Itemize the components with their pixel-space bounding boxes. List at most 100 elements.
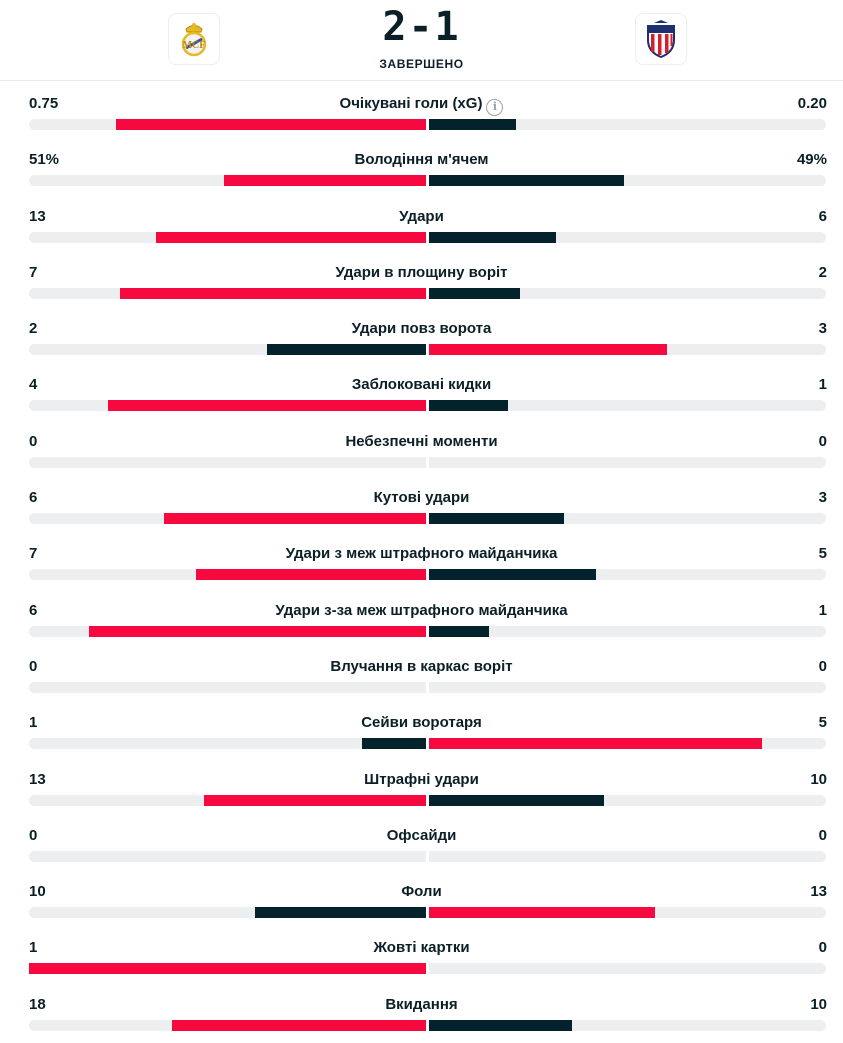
home-stat-track: [29, 456, 426, 468]
home-stat-value: 7: [29, 263, 38, 281]
away-stat-value: 1: [818, 376, 827, 394]
away-stat-track: [429, 175, 826, 187]
stat-label: Штрафні удари: [0, 771, 843, 788]
match-score: 2-1: [382, 4, 461, 50]
away-stat-track: [429, 794, 826, 806]
home-stat-value: 2: [29, 320, 38, 338]
away-stat-bar: [429, 625, 489, 637]
home-stat-bar: [116, 119, 426, 130]
stat-row: 0 Небезпечні моменти 0: [0, 424, 843, 480]
stat-label: Офсайди: [0, 827, 843, 844]
match-header: MCF 2-1 ЗАВЕРШЕНО: [0, 0, 843, 81]
away-stat-bar: [429, 344, 668, 356]
stat-label: Удари повз ворота: [0, 320, 843, 337]
away-stat-value: 3: [818, 489, 827, 507]
stat-label-text: Удари: [399, 207, 444, 225]
away-stat-track: [429, 963, 826, 975]
stat-row: 18 Вкидання 10: [0, 987, 843, 1043]
stat-label-text: Штрафні удари: [364, 770, 479, 788]
stat-label-text: Вкидання: [385, 995, 458, 1013]
away-stat-track: [429, 850, 826, 862]
away-stat-track: [429, 681, 826, 693]
home-stat-bar: [255, 907, 426, 919]
home-stat-bar: [108, 400, 426, 412]
away-stat-bar: [429, 287, 521, 299]
away-stat-track: [429, 513, 826, 525]
away-stat-track: [429, 456, 826, 468]
away-team-logo[interactable]: [635, 13, 687, 65]
home-stat-value: 1: [29, 939, 38, 957]
away-stat-bar: [429, 119, 517, 130]
home-stat-track: [29, 1019, 426, 1031]
away-stat-bar: [429, 175, 624, 187]
home-stat-track: [29, 231, 426, 243]
away-stat-bar: [429, 738, 763, 750]
home-stat-value: 10: [29, 883, 46, 901]
away-stat-value: 5: [818, 714, 827, 732]
home-stat-bar: [88, 625, 426, 637]
home-stat-bar: [29, 963, 426, 975]
away-stat-bar: [429, 907, 656, 919]
home-team-logo[interactable]: MCF: [168, 13, 220, 65]
away-stat-track: [429, 907, 826, 919]
home-stat-value: 13: [29, 207, 46, 225]
stat-label-text: Фоли: [401, 883, 442, 901]
home-stat-value: 0: [29, 432, 38, 450]
home-stat-track: [29, 569, 426, 581]
match-stats-list: 0.75 Очікувані голи (xG) i 0.20 51% Володіння…: [0, 86, 843, 1043]
stat-row: 10 Фоли 13: [0, 874, 843, 930]
home-stat-value: 6: [29, 489, 38, 507]
away-stat-value: 1: [818, 601, 827, 619]
home-stat-bar: [203, 794, 426, 806]
away-stat-bar: [429, 231, 557, 243]
home-stat-track: [29, 738, 426, 750]
home-stat-bar: [163, 513, 426, 525]
home-stat-bar: [223, 175, 426, 187]
real-madrid-crest-icon: MCF: [181, 23, 207, 57]
stat-row: 0.75 Очікувані голи (xG) i 0.20: [0, 86, 843, 142]
stat-label-text: Удари з меж штрафного майданчика: [285, 545, 558, 563]
away-stat-bar: [429, 794, 604, 806]
stat-label-text: Офсайди: [386, 826, 457, 844]
home-stat-bar: [171, 1019, 426, 1031]
stat-label: Удари: [0, 208, 843, 225]
stat-row: 4 Заблоковані кидки 1: [0, 367, 843, 423]
atletico-madrid-crest-icon: [647, 20, 675, 58]
home-stat-track: [29, 963, 426, 975]
away-stat-track: [429, 625, 826, 637]
away-stat-track: [429, 231, 826, 243]
away-stat-track: [429, 119, 826, 130]
away-stat-track: [429, 344, 826, 356]
home-stat-track: [29, 907, 426, 919]
home-stat-value: 51%: [29, 151, 60, 169]
home-stat-value: 1: [29, 714, 38, 732]
stat-row: 1 Жовті картки 0: [0, 930, 843, 986]
stat-label: Володіння м'ячем: [0, 151, 843, 168]
stat-label-text: Сейви воротаря: [361, 714, 482, 732]
stat-label: Жовті картки: [0, 939, 843, 956]
away-stat-value: 0: [818, 432, 827, 450]
stat-row: 13 Штрафні удари 10: [0, 762, 843, 818]
stat-label-text: Удари в площину воріт: [335, 263, 508, 281]
stat-row: 6 Удари з-за меж штрафного майданчика 1: [0, 593, 843, 649]
away-stat-track: [429, 287, 826, 299]
stat-label: Фоли: [0, 883, 843, 900]
stat-label-text: Удари з-за меж штрафного майданчика: [275, 601, 568, 619]
away-stat-track: [429, 1019, 826, 1031]
home-stat-track: [29, 119, 426, 130]
info-icon[interactable]: i: [486, 99, 504, 116]
stat-row: 0 Влучання в каркас воріт 0: [0, 649, 843, 705]
home-stat-value: 18: [29, 995, 46, 1013]
away-stat-bar: [429, 1019, 572, 1031]
away-stat-bar: [429, 569, 596, 581]
stat-label: Удари в площину воріт: [0, 264, 843, 281]
home-stat-track: [29, 175, 426, 187]
home-stat-track: [29, 513, 426, 525]
stat-label: Удари з-за меж штрафного майданчика: [0, 602, 843, 619]
stat-label: Вкидання: [0, 996, 843, 1013]
away-stat-value: 0: [818, 826, 827, 844]
stat-row: 2 Удари повз ворота 3: [0, 311, 843, 367]
stat-label: Заблоковані кидки: [0, 376, 843, 393]
home-stat-value: 13: [29, 770, 46, 788]
home-stat-track: [29, 681, 426, 693]
